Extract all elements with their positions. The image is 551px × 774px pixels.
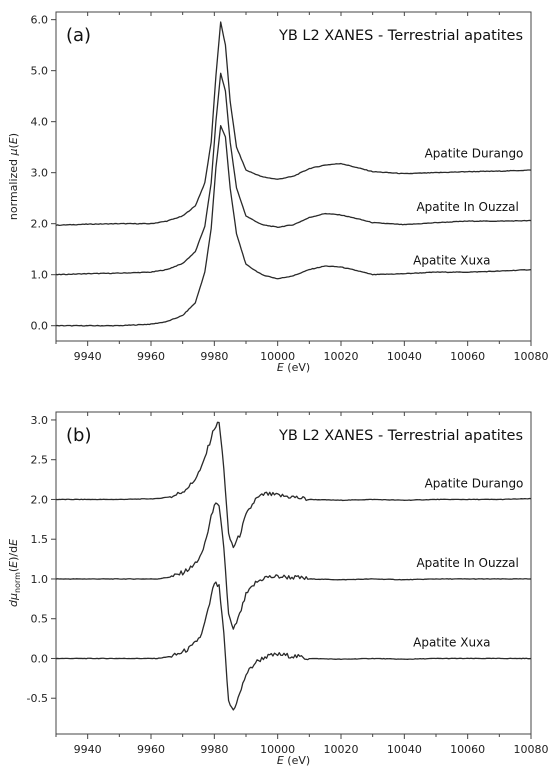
series-label: Apatite Xuxa [413, 253, 490, 267]
y-tick-label: 1.0 [31, 269, 49, 282]
panel-tag: (b) [66, 425, 91, 446]
y-tick-label: 0.5 [31, 613, 49, 626]
panel-a: 9940 9960 9980 10000 10020 10040 10060 10080 0.0… [7, 11, 549, 374]
x-tick-label: 10000 [260, 743, 295, 756]
y-tick-label: 2.5 [31, 454, 49, 467]
y-axis-label: normalized μ(E) [7, 133, 20, 220]
y-tick-label: 3.0 [31, 167, 49, 180]
y-tick-label: 2.0 [31, 218, 49, 231]
series-label: Apatite Durango [425, 477, 524, 491]
y-axis-label: dμnorm(E)/dE [7, 539, 22, 607]
x-tick-label: 10020 [324, 350, 359, 363]
panel-title: YB L2 XANES - Terrestrial apatites [278, 28, 523, 44]
series-label: Apatite Xuxa [413, 636, 490, 650]
y-tick-label: 0.0 [31, 652, 49, 665]
x-axis-label: E (eV) [277, 361, 310, 374]
y-tick-label: -0.5 [27, 692, 48, 705]
plot-frame [55, 11, 532, 342]
y-tick-label: 1.0 [31, 573, 49, 586]
series-line [55, 421, 532, 549]
x-tick-label: 9940 [74, 743, 102, 756]
y-tick-label: 5.0 [31, 65, 49, 78]
plot-frame [55, 411, 532, 735]
series-label: Apatite Durango [425, 146, 524, 160]
y-tick-label: 2.0 [31, 493, 49, 506]
series-label: Apatite In Ouzzal [416, 556, 518, 570]
x-tick-label: 10080 [514, 743, 549, 756]
y-tick-label: 4.0 [31, 116, 49, 129]
x-tick-label: 10020 [324, 743, 359, 756]
x-axis-label: E (eV) [277, 754, 310, 767]
series-line [55, 502, 532, 630]
y-tick-label: 0.0 [31, 320, 49, 333]
x-tick-label: 9960 [137, 350, 165, 363]
panel-tag: (a) [66, 25, 91, 46]
series-line [55, 72, 532, 276]
panel-title: YB L2 XANES - Terrestrial apatites [278, 428, 523, 444]
x-tick-label: 10040 [387, 743, 422, 756]
series-line [55, 21, 532, 227]
x-tick-label: 9980 [200, 743, 228, 756]
x-tick-label: 10000 [260, 350, 295, 363]
x-tick-label: 10060 [450, 350, 485, 363]
x-tick-label: 9940 [74, 350, 102, 363]
x-tick-label: 10080 [514, 350, 549, 363]
y-tick-label: 6.0 [31, 14, 49, 27]
x-tick-label: 10040 [387, 350, 422, 363]
y-tick-label: 1.5 [31, 533, 49, 546]
series-line [55, 581, 532, 711]
x-tick-label: 10060 [450, 743, 485, 756]
x-tick-label: 9980 [200, 350, 228, 363]
panel-b: 9940 9960 9980 10000 10020 10040 10060 10080 -0.… [7, 411, 549, 767]
series-label: Apatite In Ouzzal [416, 200, 518, 214]
y-tick-label: 3.0 [31, 414, 49, 427]
series-line [55, 125, 532, 327]
x-tick-label: 9960 [137, 743, 165, 756]
